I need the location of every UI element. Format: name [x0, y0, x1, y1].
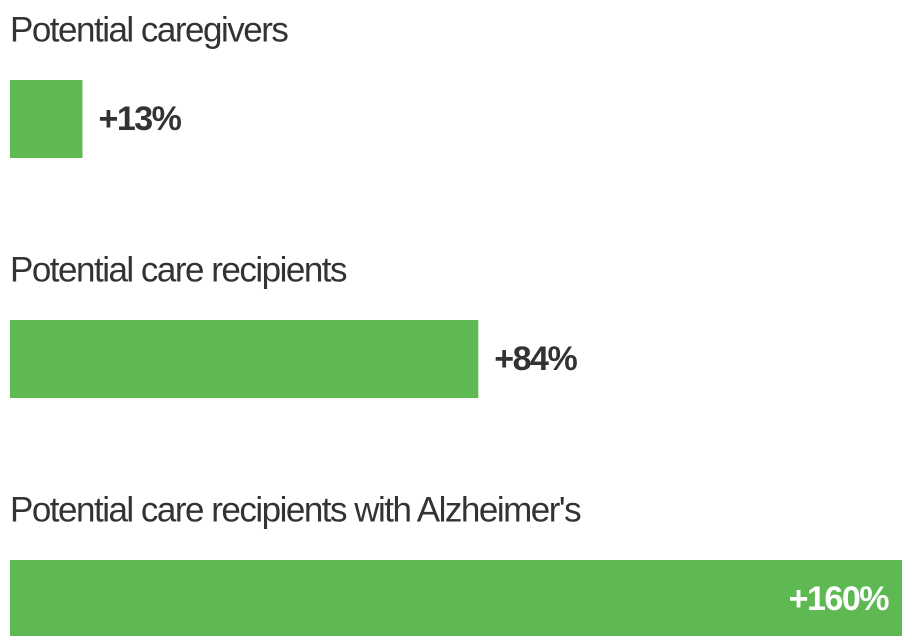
bar — [10, 560, 902, 636]
bar — [10, 80, 83, 158]
category-label: Potential care recipients — [10, 250, 347, 289]
value-label: +160% — [789, 580, 890, 618]
value-label: +84% — [494, 340, 577, 378]
bar — [10, 320, 479, 398]
value-label: +13% — [98, 100, 181, 138]
category-label: Potential care recipients with Alzheimer… — [10, 490, 581, 529]
category-label: Potential caregivers — [10, 10, 288, 49]
